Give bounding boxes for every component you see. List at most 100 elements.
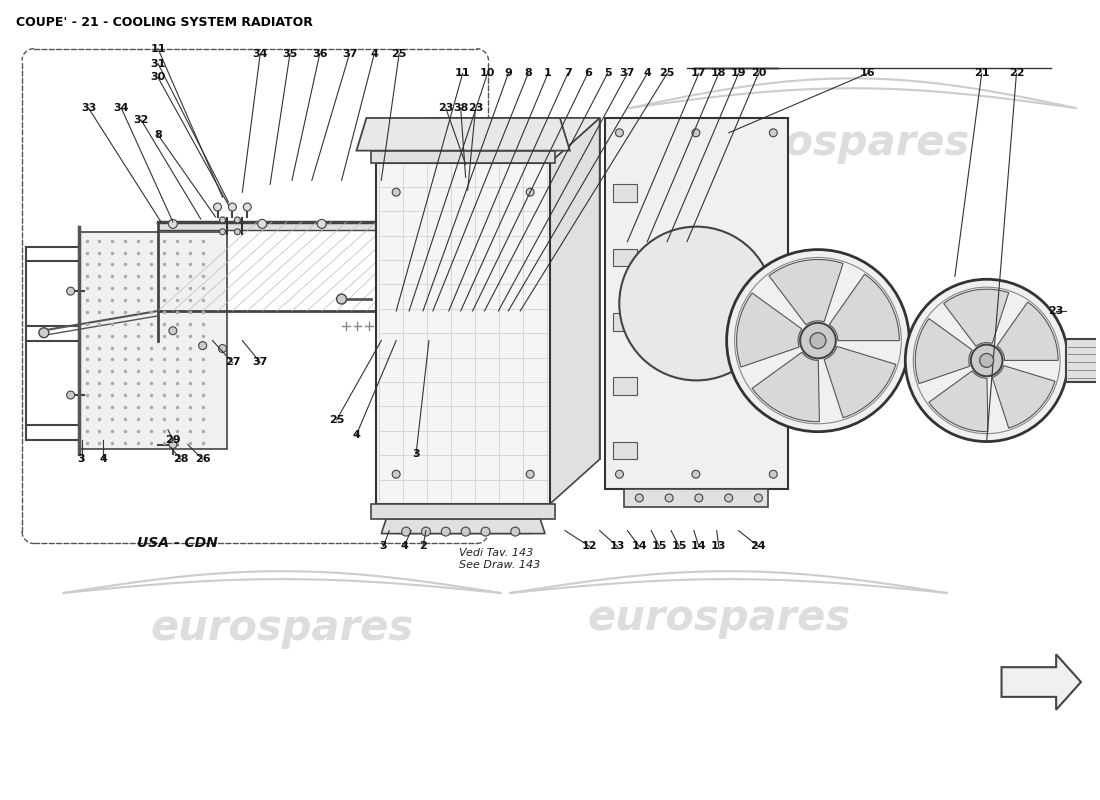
Polygon shape: [769, 259, 843, 325]
Circle shape: [636, 494, 644, 502]
Text: 16: 16: [860, 69, 876, 78]
Text: eurospares: eurospares: [151, 606, 414, 649]
Polygon shape: [1002, 654, 1081, 710]
Circle shape: [980, 354, 993, 367]
Text: 10: 10: [480, 69, 495, 78]
Polygon shape: [356, 118, 570, 150]
Text: eurospares: eurospares: [706, 122, 969, 164]
Bar: [613, 249, 637, 266]
Text: 4: 4: [99, 454, 108, 464]
Bar: [613, 442, 637, 459]
Bar: [605, 118, 789, 489]
Text: 3: 3: [379, 542, 387, 551]
Text: 37: 37: [619, 69, 635, 78]
Text: 20: 20: [750, 69, 766, 78]
Circle shape: [755, 494, 762, 502]
Text: 28: 28: [173, 454, 188, 464]
Bar: [613, 313, 637, 330]
Text: 11: 11: [455, 69, 471, 78]
Circle shape: [692, 129, 700, 137]
Bar: [1066, 338, 1100, 382]
Polygon shape: [992, 366, 1055, 428]
Text: 1: 1: [544, 69, 552, 78]
Circle shape: [402, 527, 410, 536]
Circle shape: [616, 129, 624, 137]
Text: 6: 6: [584, 69, 592, 78]
Circle shape: [393, 470, 400, 478]
Circle shape: [67, 287, 75, 295]
Circle shape: [727, 250, 910, 432]
Text: 25: 25: [329, 414, 344, 425]
Text: 3: 3: [78, 454, 86, 464]
Text: 23: 23: [1048, 306, 1064, 316]
Text: 13: 13: [711, 542, 726, 551]
Circle shape: [769, 129, 778, 137]
Circle shape: [461, 527, 470, 536]
Text: 34: 34: [253, 49, 268, 58]
Text: 35: 35: [283, 49, 298, 58]
Text: 38: 38: [453, 103, 469, 113]
Text: 36: 36: [312, 49, 328, 58]
Text: 11: 11: [151, 44, 166, 54]
Text: 8: 8: [525, 69, 532, 78]
Text: 7: 7: [564, 69, 572, 78]
Text: COUPE' - 21 - COOLING SYSTEM RADIATOR: COUPE' - 21 - COOLING SYSTEM RADIATOR: [16, 16, 313, 29]
Bar: [78, 232, 228, 450]
Circle shape: [456, 183, 464, 191]
Bar: [372, 150, 556, 162]
Text: 25: 25: [392, 49, 407, 58]
Circle shape: [234, 217, 241, 223]
Text: 14: 14: [691, 542, 706, 551]
Text: 3: 3: [412, 450, 420, 459]
Text: 13: 13: [609, 542, 625, 551]
Circle shape: [229, 203, 236, 211]
Text: 2: 2: [419, 542, 427, 551]
Circle shape: [169, 441, 177, 449]
Circle shape: [666, 494, 673, 502]
Text: 15: 15: [651, 542, 667, 551]
Text: 31: 31: [151, 58, 166, 69]
Text: USA - CDN: USA - CDN: [138, 535, 218, 550]
Text: 37: 37: [253, 358, 268, 367]
Text: 4: 4: [352, 430, 361, 440]
Polygon shape: [829, 274, 900, 341]
Text: 27: 27: [224, 358, 240, 367]
Text: 15: 15: [671, 542, 686, 551]
Circle shape: [39, 328, 48, 338]
Text: 24: 24: [750, 542, 767, 551]
Circle shape: [421, 527, 430, 536]
Circle shape: [905, 279, 1068, 442]
Circle shape: [234, 229, 241, 234]
Text: 30: 30: [151, 72, 166, 82]
Text: 17: 17: [691, 69, 706, 78]
Circle shape: [169, 326, 177, 334]
Text: 29: 29: [165, 434, 180, 445]
Text: 5: 5: [604, 69, 612, 78]
Polygon shape: [426, 118, 600, 459]
Text: 23: 23: [468, 103, 483, 113]
Text: 8: 8: [154, 130, 162, 140]
Text: 33: 33: [81, 103, 96, 113]
Bar: [625, 489, 768, 507]
Text: 19: 19: [730, 69, 747, 78]
Text: 4: 4: [644, 69, 651, 78]
Circle shape: [220, 229, 225, 234]
Bar: [372, 504, 556, 518]
Text: 25: 25: [659, 69, 674, 78]
Circle shape: [417, 219, 426, 228]
Text: 32: 32: [133, 115, 148, 125]
Circle shape: [257, 219, 266, 228]
Text: 37: 37: [342, 49, 358, 58]
Circle shape: [695, 494, 703, 502]
Circle shape: [455, 170, 465, 179]
Circle shape: [168, 219, 177, 228]
Text: 14: 14: [631, 542, 647, 551]
Text: 22: 22: [1009, 69, 1024, 78]
Polygon shape: [382, 518, 544, 534]
Circle shape: [692, 470, 700, 478]
Circle shape: [725, 494, 733, 502]
Text: 34: 34: [113, 103, 129, 113]
Circle shape: [526, 188, 535, 196]
Circle shape: [213, 203, 221, 211]
Circle shape: [199, 342, 207, 350]
